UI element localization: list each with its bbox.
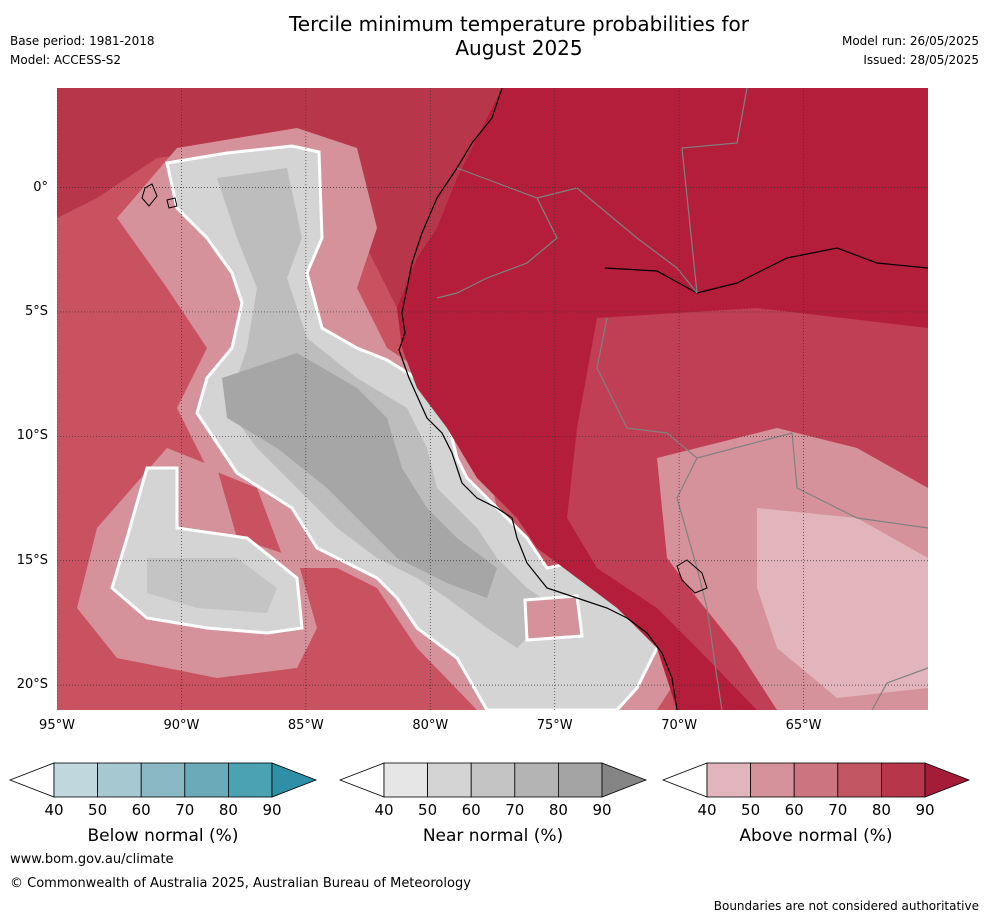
colorbar-tick-label: 40 <box>374 801 394 819</box>
colorbar-below-normal <box>8 762 318 798</box>
river-line <box>604 247 928 294</box>
colorbar-tick-label: 70 <box>828 801 848 819</box>
colorbar-segment <box>558 762 603 798</box>
colorbar-lower-extension <box>661 762 708 798</box>
header-right-info: Model run: 26/05/2025 Issued: 28/05/2025 <box>842 32 979 70</box>
colorbar-tick-label: 60 <box>461 801 481 819</box>
near-normal-title: Near normal (%) <box>422 826 564 846</box>
title-line-1: Tercile minimum temperature probabilitie… <box>288 12 750 36</box>
colorbar-tick-label: 50 <box>418 801 438 819</box>
colorbar-tick-label: 80 <box>218 801 238 819</box>
colorbar-segment <box>837 762 882 798</box>
colorbar-above-normal <box>661 762 971 798</box>
map-title: Tercile minimum temperature probabilitie… <box>214 12 824 60</box>
coastline <box>398 88 678 710</box>
land-light-pink <box>757 508 928 698</box>
colorbar-segment <box>383 762 428 798</box>
latitude-tick-label: 10°S <box>16 428 48 444</box>
southwest-near-normal-mid <box>147 558 277 613</box>
galapagos-islands <box>141 183 158 207</box>
colorbar-tick-label: 40 <box>44 801 64 819</box>
title-line-2: August 2025 <box>455 36 583 60</box>
galapagos-islet <box>166 197 178 209</box>
colorbar-segment <box>97 762 142 798</box>
boundary-bolivia-chile <box>706 607 723 710</box>
longitude-tick-label: 90°W <box>163 718 200 733</box>
header-left-info: Base period: 1981-2018 Model: ACCESS-S2 <box>10 32 155 70</box>
colorbar-tick-label: 80 <box>871 801 891 819</box>
colorbar-segment <box>514 762 559 798</box>
colorbar-lower-extension <box>338 762 385 798</box>
inland-patch <box>523 594 584 642</box>
probability-map <box>57 88 928 710</box>
lake-titicaca <box>676 559 708 594</box>
base-period-text: Base period: 1981-2018 <box>10 34 155 48</box>
colorbar-tick-label: 90 <box>915 801 935 819</box>
colorbar-segment <box>750 762 795 798</box>
colorbars <box>8 762 971 798</box>
issued-text: Issued: 28/05/2025 <box>863 53 979 67</box>
north-ocean-band <box>57 88 507 318</box>
longitude-tick-label: 65°W <box>785 718 822 733</box>
model-text: Model: ACCESS-S2 <box>10 53 122 67</box>
colorbar-segment <box>881 762 926 798</box>
gridlines <box>57 88 928 710</box>
colorbar-upper-extension <box>601 762 648 798</box>
near-normal-core <box>222 353 497 598</box>
colorbar-segment <box>140 762 186 798</box>
boundary-colombia <box>536 187 698 294</box>
colorbar-tick-label: 50 <box>741 801 761 819</box>
colorbar-tick-label: 50 <box>88 801 108 819</box>
colorbar-upper-extension <box>924 762 971 798</box>
above-normal-title: Above normal (%) <box>739 826 893 846</box>
colorbar-segment <box>227 762 273 798</box>
boundary-ecuador <box>436 167 558 299</box>
colorbar-tick-label: 40 <box>697 801 717 819</box>
colorbar-segment <box>184 762 229 798</box>
model-run-text: Model run: 26/05/2025 <box>841 34 979 48</box>
colorbar-tick-label: 90 <box>262 801 282 819</box>
boundary-paraguay <box>871 667 928 710</box>
footer-copyright: © Commonwealth of Australia 2025, Austra… <box>10 876 471 891</box>
footer-note: Boundaries are not considered authoritat… <box>713 899 979 913</box>
longitude-tick-label: 85°W <box>287 718 324 733</box>
below-normal-title: Below normal (%) <box>87 826 239 846</box>
boundary-venezuela <box>681 88 748 294</box>
colorbar-near-normal <box>338 762 648 798</box>
colorbar-tick-label: 70 <box>505 801 525 819</box>
latitude-tick-label: 5°S <box>24 303 48 319</box>
colorbar-tick-label: 70 <box>175 801 195 819</box>
near-normal-mid <box>217 168 557 648</box>
colorbar-lower-extension <box>8 762 55 798</box>
boundary-bolivia-brazil <box>696 432 928 529</box>
colorbar-upper-extension <box>271 762 318 798</box>
latitude-tick-label: 0° <box>33 179 48 195</box>
colorbar-segment <box>53 762 98 798</box>
colorbar-segment <box>706 762 751 798</box>
longitude-tick-label: 80°W <box>412 718 449 733</box>
longitude-tick-label: 70°W <box>661 718 698 733</box>
colorbar-tick-label: 60 <box>131 801 151 819</box>
colorbar-tick-label: 90 <box>592 801 612 819</box>
colorbar-tick-label: 60 <box>784 801 804 819</box>
colorbar-segment <box>793 762 839 798</box>
longitude-tick-label: 95°W <box>39 718 75 733</box>
colorbar-tick-label: 80 <box>548 801 568 819</box>
footer-url: www.bom.gov.au/climate <box>10 852 174 867</box>
colorbar-segment <box>427 762 472 798</box>
longitude-tick-label: 75°W <box>536 718 573 733</box>
latitude-tick-label: 15°S <box>16 552 48 568</box>
colorbar-segment <box>470 762 516 798</box>
latitude-tick-label: 20°S <box>16 677 48 693</box>
boundary-peru-brazil <box>596 317 708 609</box>
